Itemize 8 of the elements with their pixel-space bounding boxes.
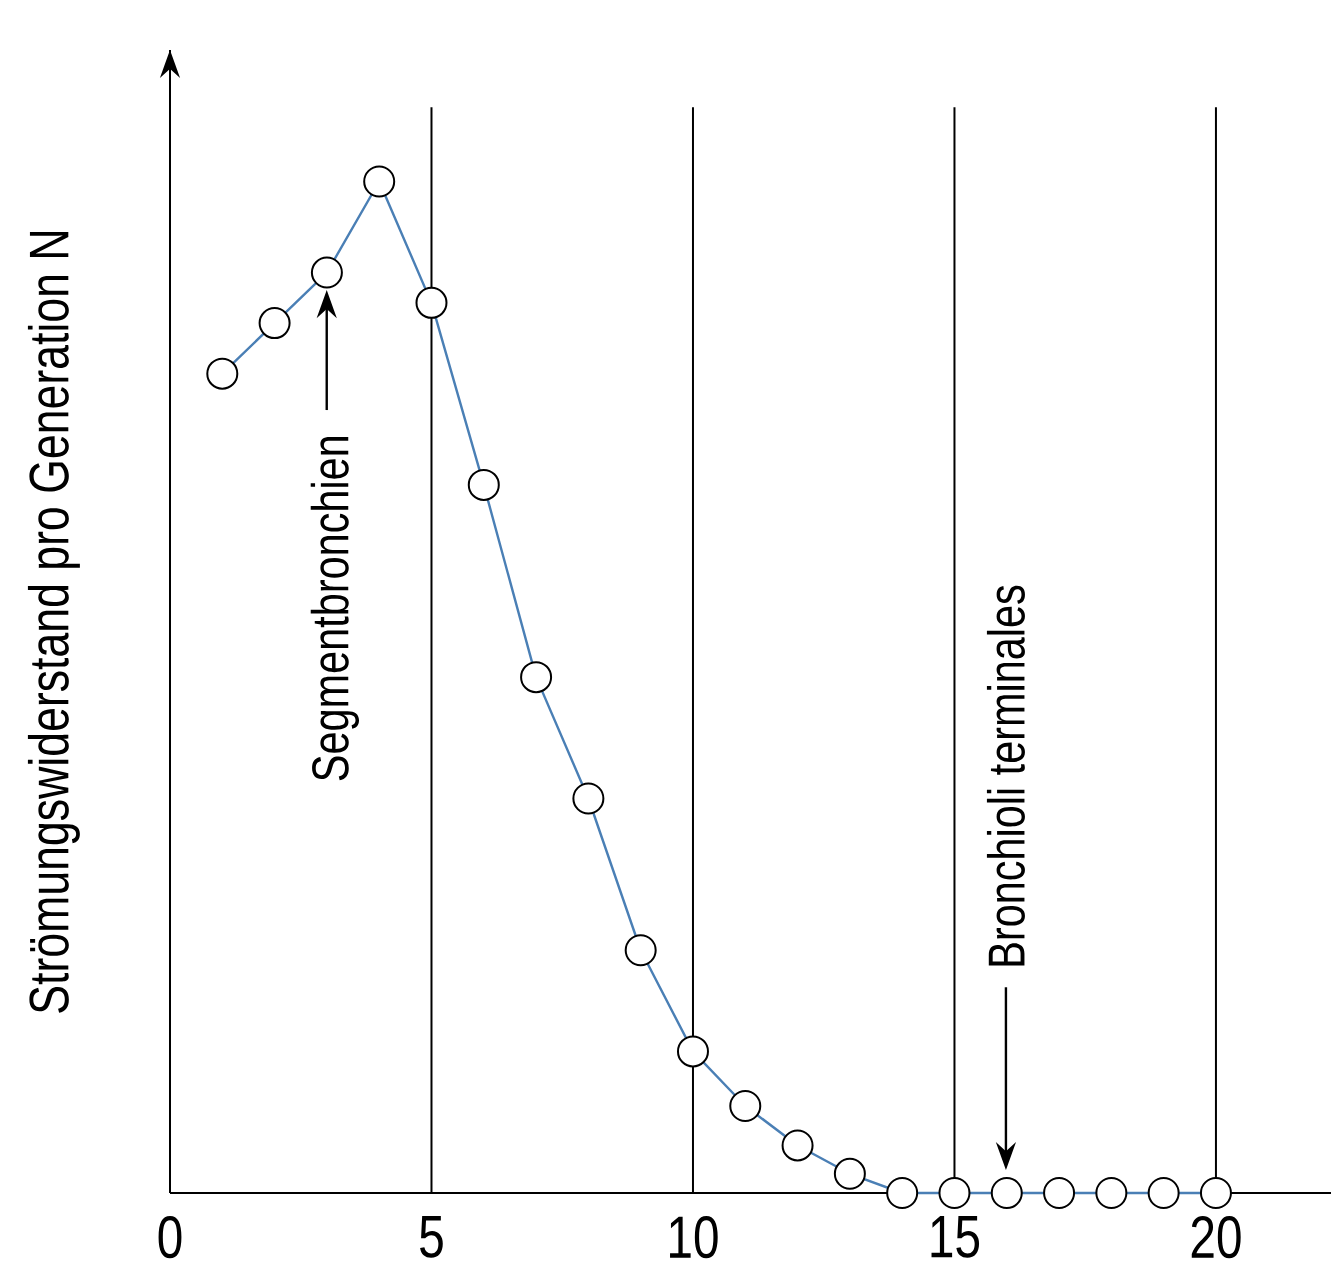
x-tick-label: 20 bbox=[1191, 1216, 1241, 1259]
annotation: Bronchioli terminales bbox=[986, 585, 1025, 966]
x-tick-label: 10 bbox=[670, 1216, 718, 1259]
x-tick-label: 0 bbox=[158, 1216, 182, 1259]
x-tick-label: 5 bbox=[420, 1216, 443, 1258]
annotation: Segmentbronchien bbox=[310, 436, 359, 781]
x-tick-label: 15 bbox=[931, 1216, 980, 1258]
y-axis-title: Strömungswiderstand pro Generation N bbox=[27, 232, 80, 1013]
